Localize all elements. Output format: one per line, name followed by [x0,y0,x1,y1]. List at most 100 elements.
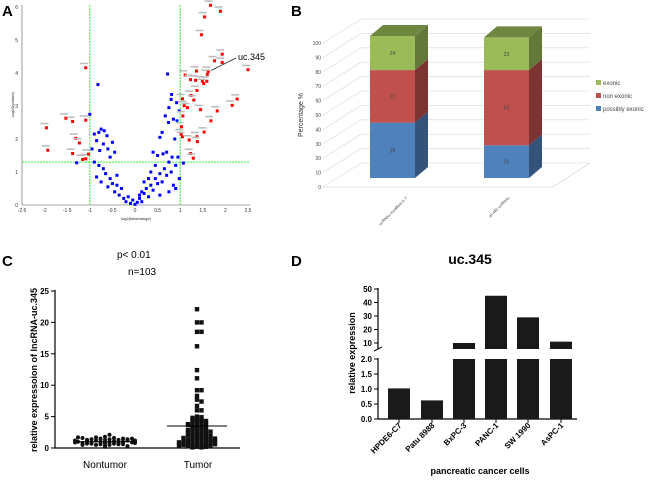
y-tick-label: 1.5 [361,370,373,379]
point-tumor [203,444,209,449]
panel-d: D uc.345 0.0 0.5 1.0 1.5 2.0 10 20 30 40 50 HPDE6-… [291,251,577,476]
bar-side-non-exonic [529,59,542,146]
point-not-significant [104,172,108,176]
point-gene-label [195,29,204,32]
point-not-significant [173,137,177,141]
point-not-significant [117,193,121,197]
point-not-significant [110,140,114,144]
point-tumor [194,441,200,446]
y-tick-label: 0.0 [361,415,373,424]
point-gene-label [66,116,75,119]
point-not-significant [102,129,106,133]
point-not-significant [163,114,167,118]
x-tick-label: -2 [42,208,47,214]
point-nontumor [89,437,94,442]
point-tumor [194,329,200,335]
point-not-significant [176,155,180,159]
point-tumor [203,425,209,430]
point-not-significant [181,161,185,165]
point-tumor [181,435,186,441]
y-tick-label: 1.0 [361,385,373,394]
point-tumor [194,367,200,373]
point-significant [220,52,224,56]
point-significant [84,66,88,70]
point-tumor [199,442,204,447]
point-not-significant [169,97,173,101]
bar-side-exonic [415,25,428,71]
point-significant [44,126,48,130]
panel-a: A -2.5 -2 -1.5 -1 -0.5 0 0.5 1 1.5 2 2.5 0 1 2 3 4 5 6 uc… [2,0,265,221]
point-nontumor [103,434,107,439]
point-tumor [185,430,191,436]
point-significant [180,97,184,101]
point-significant [220,60,224,64]
point-significant [84,118,88,122]
category-tumor: Tumor [184,460,213,471]
point-tumor [199,445,204,450]
point-significant [182,104,186,108]
point-tumor [190,439,195,444]
bar-top [370,25,428,36]
x-tick-label: 2 [224,208,227,214]
dot-plot-points [73,307,227,450]
dot-plot-axes: 0 5 10 15 20 25 [40,287,240,453]
point-significant [81,157,85,161]
point-tumor [194,438,200,443]
point-significant [191,156,195,160]
point-tumor [185,437,191,443]
point-significant [71,120,75,124]
point-not-significant [167,190,171,194]
point-tumor [176,443,182,448]
x-tick-label: BxPC-3 [442,421,469,448]
point-gene-label [175,121,184,124]
y-tick-label: 70 [315,84,321,90]
x-tick-label: 0.5 [154,208,161,214]
point-tumor [194,414,200,419]
bar-segment-exonic [370,36,415,71]
point-not-significant [92,160,96,164]
point-significant [71,152,75,156]
point-tumor [208,437,213,443]
point-tumor [190,426,195,432]
point-not-significant [162,167,166,171]
point-not-significant [174,187,178,190]
point-not-significant [165,150,169,154]
point-significant [230,103,234,107]
point-not-significant [108,177,112,181]
point-nontumor [94,435,98,440]
point-gene-label [190,131,199,134]
category-label-1: ucRNAs modified in T [378,195,409,226]
point-tumor [194,431,200,437]
point-not-significant [170,155,174,159]
point-tumor [199,433,204,438]
point-tumor [194,307,200,312]
point-gene-label [178,100,187,103]
point-significant [179,132,183,136]
point-significant [64,116,68,120]
point-nontumor [130,436,134,441]
point-significant [187,138,191,142]
point-gene-label [201,69,210,71]
point-gene-label [40,122,49,125]
point-not-significant [151,150,155,154]
y-axis-label: relative expressoion of lncRNA-uc.345 [29,288,39,452]
point-tumor [199,408,204,413]
point-tumor [199,420,204,425]
point-nontumor [80,442,85,447]
point-not-significant [147,195,151,199]
point-nontumor [76,435,80,440]
point-not-significant [128,201,132,205]
point-not-significant [138,196,142,200]
point-nontumor [73,439,77,444]
point-gene-label [208,55,217,58]
point-not-significant [106,185,110,189]
point-not-significant [95,175,99,179]
point-gene-label [187,95,196,97]
point-tumor [208,433,213,439]
gridline [322,148,590,173]
point-tumor [194,403,200,409]
point-tumor [194,435,200,440]
point-significant [209,119,213,123]
point-not-significant [98,149,102,153]
point-tumor [203,418,209,424]
